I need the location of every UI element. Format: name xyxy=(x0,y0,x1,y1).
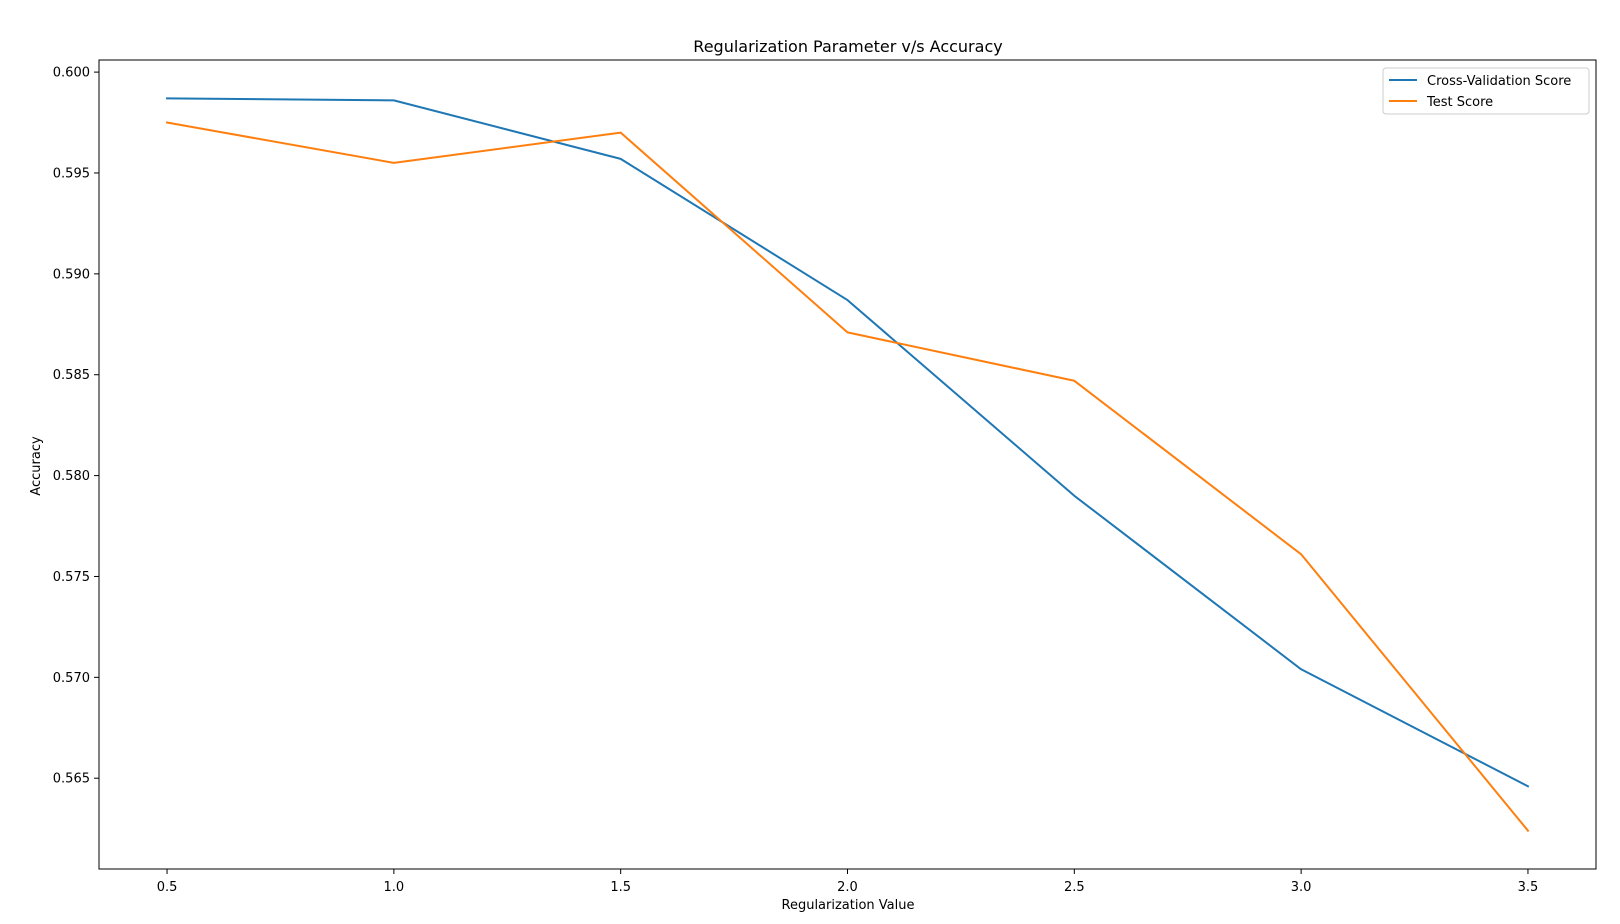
legend-box xyxy=(1382,67,1590,115)
legend: Cross-Validation Score Test Score xyxy=(1382,67,1590,115)
x-tick-label: 1.5 xyxy=(610,880,631,895)
y-tick-label: 0.565 xyxy=(53,772,90,787)
y-tick-label: 0.595 xyxy=(53,166,90,181)
x-tick-label: 2.0 xyxy=(837,880,858,895)
y-axis-label: Accuracy xyxy=(29,436,44,496)
chart-title: Regularization Parameter v/s Accuracy xyxy=(693,37,1002,56)
y-tick-label: 0.590 xyxy=(53,267,90,282)
y-tick-label: 0.570 xyxy=(53,671,90,686)
legend-label-2: Test Score xyxy=(1426,95,1493,110)
x-axis-label: Regularization Value xyxy=(782,898,915,913)
series-line-2 xyxy=(165,121,1530,833)
plot-frame xyxy=(98,59,1597,870)
plot-area: 0.5 1.0 1.5 2.0 2.5 3.0 3.5 0.565 0.570 0.575 0.58… xyxy=(53,59,1597,895)
y-tick-label: 0.585 xyxy=(53,368,90,383)
x-tick-label: 2.5 xyxy=(1064,880,1085,895)
legend-label-1: Cross-Validation Score xyxy=(1427,74,1571,89)
y-tick-label: 0.600 xyxy=(53,66,90,81)
x-tick-label: 3.0 xyxy=(1291,880,1312,895)
series-line-1 xyxy=(166,97,1530,788)
y-tick-label: 0.580 xyxy=(53,469,90,484)
x-tick-label: 0.5 xyxy=(157,880,178,895)
x-tick-label: 3.5 xyxy=(1518,880,1539,895)
y-tick-label: 0.575 xyxy=(53,570,90,585)
x-tick-label: 1.0 xyxy=(384,880,405,895)
